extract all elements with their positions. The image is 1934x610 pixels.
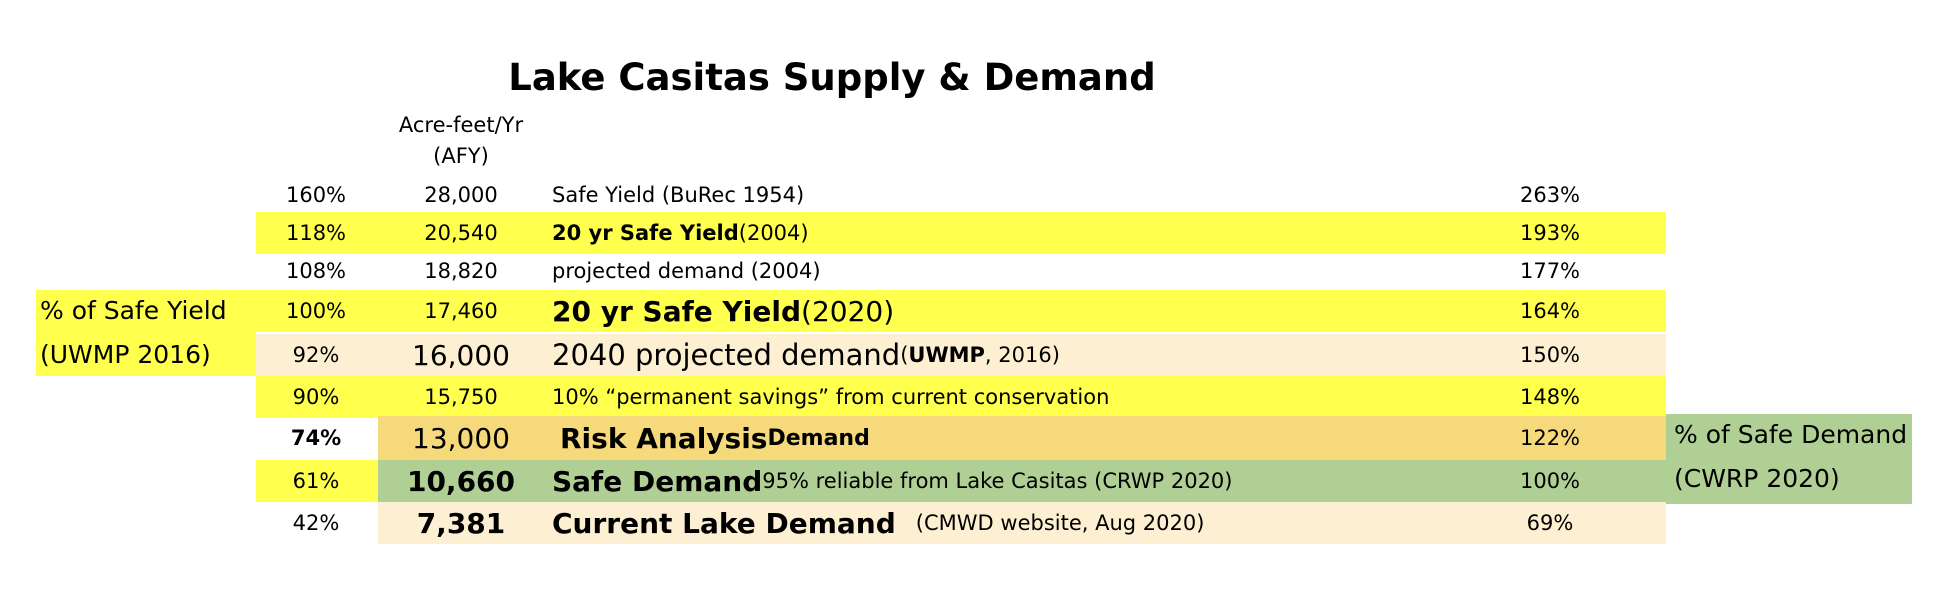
- pct-cell: 42%: [292, 511, 340, 535]
- desc-cell: 20 yr Safe Yield (2020): [552, 290, 1652, 332]
- right-label-line2: (CWRP 2020): [1674, 464, 1840, 493]
- afy-cell: 15,750: [424, 385, 498, 409]
- afy-header-line1: Acre-feet/Yr: [398, 113, 524, 137]
- desc-cell: Risk Analysis Demand: [560, 416, 1660, 460]
- afy-cell: 20,540: [424, 221, 498, 245]
- right-pct-cell: 164%: [1519, 299, 1581, 323]
- pct-cell: 160%: [285, 183, 347, 207]
- desc-cell: Current Lake Demand (CMWD website, Aug 2…: [552, 502, 1652, 544]
- desc-bold: Safe Demand: [552, 464, 763, 498]
- pct-cell: 90%: [292, 385, 340, 409]
- row-highlight: [256, 212, 1666, 254]
- afy-cell: 28,000: [424, 183, 498, 207]
- desc-rest: (CMWD website, Aug 2020): [895, 511, 1205, 535]
- right-pct-cell: 263%: [1519, 183, 1581, 207]
- right-label: % of Safe Demand (CWRP 2020): [1666, 414, 1912, 504]
- table-row: 92% 16,000 2040 projected demand (UWMP, …: [0, 334, 1934, 376]
- row-highlight: [378, 460, 1666, 502]
- desc-rest: (2020): [801, 294, 895, 328]
- row-highlight: [256, 376, 1666, 418]
- table-row: 74% 13,000 Risk Analysis Demand 122%: [0, 416, 1934, 460]
- pct-cell: 74%: [290, 426, 342, 450]
- afy-cell: 13,000: [412, 421, 510, 455]
- left-label-line2: (UWMP 2016): [40, 340, 211, 369]
- desc-bold: Current Lake Demand: [552, 506, 896, 540]
- right-label-line1: % of Safe Demand: [1674, 420, 1908, 449]
- table-row: 100% 17,460 20 yr Safe Yield (2020) 164%: [0, 290, 1934, 332]
- table-row: 118% 20,540 20 yr Safe Yield (2004) 193%: [0, 212, 1934, 254]
- row-highlight: [256, 334, 1666, 376]
- table-row: 61% 10,660 Safe Demand 95% reliable from…: [0, 460, 1934, 502]
- left-label: % of Safe Yield (UWMP 2016): [36, 290, 256, 376]
- pct-cell: 108%: [285, 259, 347, 283]
- table-row: 42% 7,381 Current Lake Demand (CMWD webs…: [0, 502, 1934, 544]
- desc-bold: 20 yr Safe Yield: [552, 221, 739, 245]
- desc-bold: Risk Analysis: [560, 421, 768, 455]
- right-pct-cell: 177%: [1519, 259, 1581, 283]
- desc-cell: 2040 projected demand (UWMP, 2016): [552, 334, 1652, 376]
- desc-cell: Safe Demand 95% reliable from Lake Casit…: [552, 460, 1652, 502]
- table-row: 160% 28,000 Safe Yield (BuRec 1954) 263%: [0, 174, 1934, 216]
- table-row: 108% 18,820 projected demand (2004) 177%: [0, 250, 1934, 292]
- pct-cell: 92%: [292, 343, 340, 367]
- right-pct-cell: 69%: [1526, 511, 1574, 535]
- desc-rest: (2004): [738, 221, 809, 245]
- pct-highlight: [256, 460, 378, 502]
- desc-rest: 95% reliable from Lake Casitas (CRWP 202…: [762, 469, 1233, 493]
- pct-cell: 118%: [285, 221, 347, 245]
- left-label-line1: % of Safe Yield: [40, 296, 227, 325]
- afy-cell: 10,660: [406, 464, 516, 498]
- row-highlight: [378, 416, 1666, 460]
- desc-cell: 10% “permanent savings” from current con…: [552, 385, 1110, 409]
- right-pct-cell: 193%: [1519, 221, 1581, 245]
- right-pct-cell: 100%: [1519, 469, 1581, 493]
- afy-cell: 17,460: [424, 299, 498, 323]
- desc-bold-small: Demand: [767, 425, 870, 451]
- pct-cell: 61%: [292, 469, 340, 493]
- desc-cell: 20 yr Safe Yield (2004): [552, 212, 1652, 254]
- desc-cell: Safe Yield (BuRec 1954): [552, 183, 805, 207]
- table-row: 90% 15,750 10% “permanent savings” from …: [0, 376, 1934, 418]
- pct-cell: 100%: [285, 299, 347, 323]
- afy-cell: 16,000: [412, 338, 510, 372]
- desc-paren-open: (: [900, 343, 909, 367]
- desc-bold: 20 yr Safe Yield: [552, 294, 802, 328]
- afy-header-line2: (AFY): [433, 144, 489, 168]
- desc-paren-rest: , 2016): [984, 343, 1060, 367]
- afy-cell: 7,381: [416, 506, 506, 540]
- row-highlight: [378, 502, 1666, 544]
- right-pct-cell: 150%: [1519, 343, 1581, 367]
- right-pct-cell: 122%: [1519, 426, 1581, 450]
- desc-main: 2040 projected demand: [552, 338, 901, 372]
- afy-cell: 18,820: [424, 259, 498, 283]
- page-title: Lake Casitas Supply & Demand: [508, 56, 1156, 99]
- desc-paren-bold: UWMP: [908, 343, 985, 367]
- desc-cell: projected demand (2004): [552, 259, 821, 283]
- row-highlight: [256, 290, 1666, 332]
- right-pct-cell: 148%: [1519, 385, 1581, 409]
- afy-column-header: Acre-feet/Yr (AFY): [376, 110, 546, 172]
